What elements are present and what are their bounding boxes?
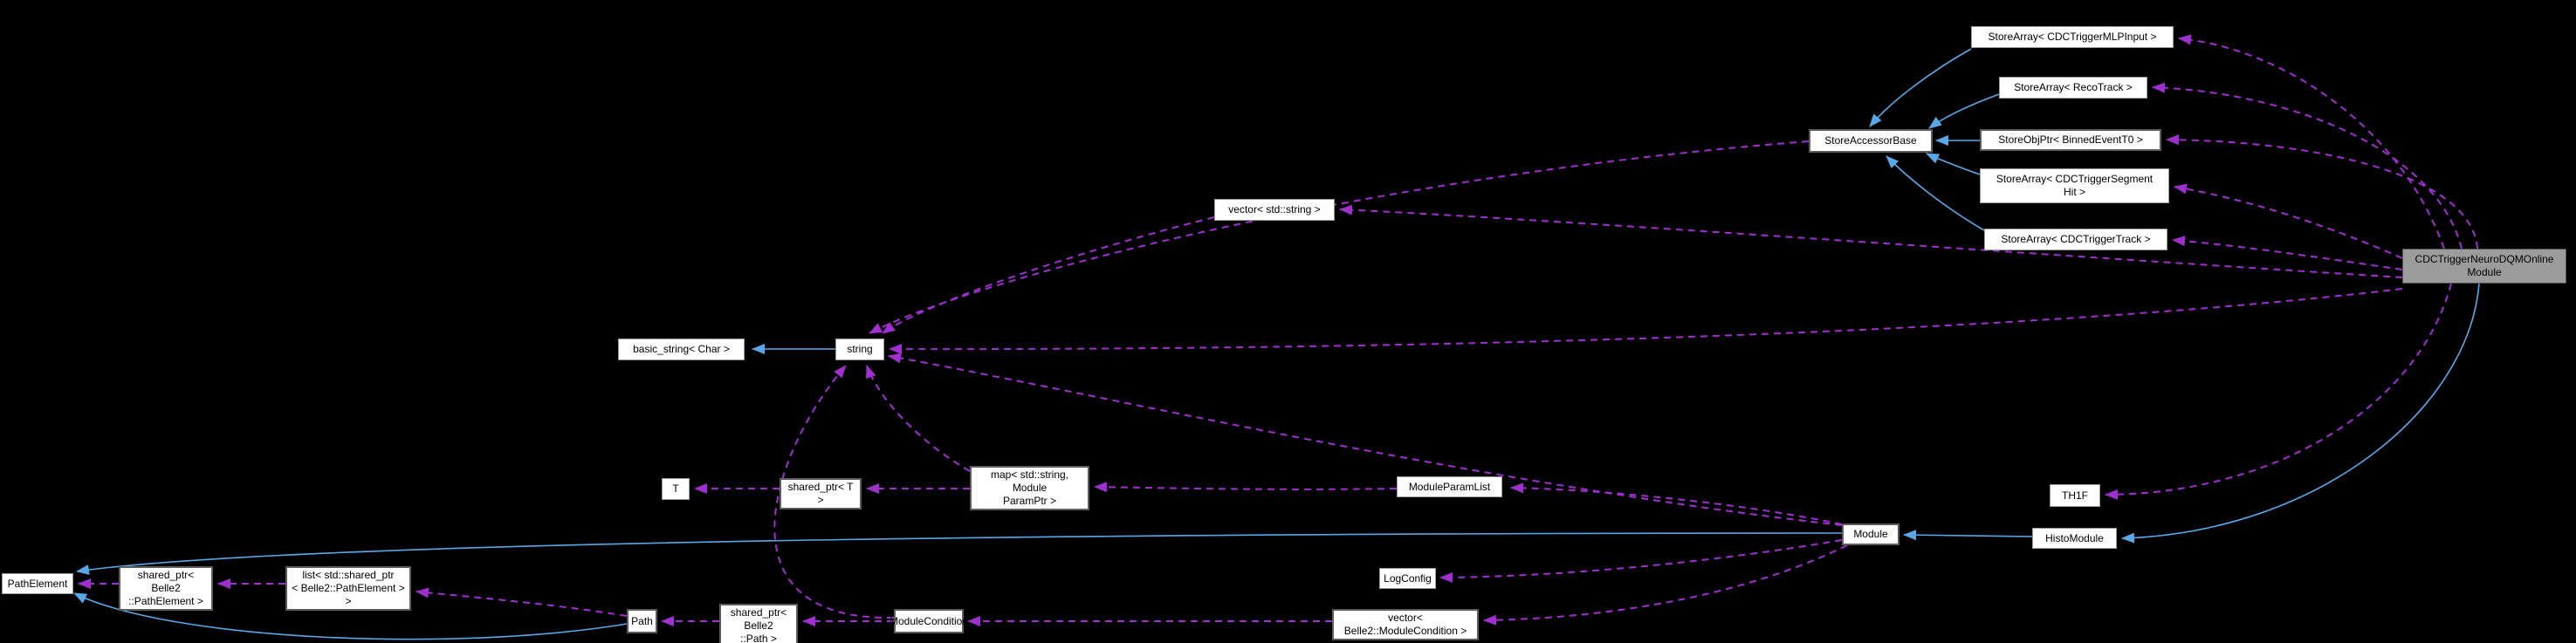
- node-th1f[interactable]: TH1F: [2050, 484, 2100, 507]
- node-storeobjptr-binnedeventt0[interactable]: StoreObjPtr< BinnedEventT0 >: [1980, 129, 2161, 151]
- node-t[interactable]: T: [662, 478, 690, 500]
- node-module[interactable]: Module: [1842, 523, 1899, 545]
- edge-main-to-string: [889, 288, 2403, 355]
- edge-histomodule-to-module: [1903, 530, 2033, 541]
- edge-mlpinput-to-storeaccessorbase: [1869, 48, 1972, 127]
- edge-module-to-pathelement: [76, 532, 1843, 575]
- node-histomodule[interactable]: HistoModule: [2032, 528, 2117, 549]
- node-basic-string-char[interactable]: basic_string< Char >: [618, 339, 745, 360]
- node-list-shared-ptr-pathelement[interactable]: list< std::shared_ptr < Belle2::PathElem…: [285, 566, 411, 611]
- node-modulecondition[interactable]: ModuleCondition: [890, 609, 968, 633]
- node-map-string-moduleparamptr[interactable]: map< std::string, Module ParamPtr >: [970, 466, 1089, 510]
- node-storearray-recotrack[interactable]: StoreArray< RecoTrack >: [1999, 77, 2147, 99]
- edge-moduleparamlist-to-map: [1094, 482, 1398, 493]
- edge-mainmodule-to-histomodule: [2121, 283, 2480, 544]
- node-string[interactable]: string: [835, 339, 884, 360]
- edge-triggertrack-to-storeaccessorbase: [1886, 155, 1985, 231]
- edge-main-to-segmenthit: [2174, 183, 2403, 259]
- edge-path-to-pathelement: [73, 592, 628, 640]
- node-storearray-cdctriggermlpinput[interactable]: StoreArray< CDCTriggerMLPInput >: [1971, 26, 2174, 48]
- node-storearray-cdctriggertrack[interactable]: StoreArray< CDCTriggerTrack >: [1984, 229, 2167, 250]
- edge-vectorstring-to-string: [882, 216, 1215, 334]
- edge-module-to-string: [888, 352, 1843, 526]
- edge-main-to-mlpinput: [2178, 34, 2445, 250]
- edge-main-to-triggertrack: [2172, 236, 2403, 270]
- edge-recotrack-to-storeaccessorbase: [1928, 93, 2000, 129]
- edge-main-to-vectorstring: [1339, 204, 2403, 278]
- node-shared-ptr-belle2-pathelement[interactable]: shared_ptr< Belle2 ::PathElement >: [119, 566, 213, 611]
- edge-module-to-logconfig: [1439, 539, 1843, 583]
- node-cdctriggerneurodqmonlinemodule: CDCTriggerNeuroDQMOnline Module: [2402, 249, 2566, 284]
- edge-modulecondition-to-string: [773, 365, 895, 619]
- edge-segmenthit-to-storeaccessorbase: [1926, 153, 1981, 175]
- edge-main-to-recotrack: [2152, 82, 2463, 250]
- node-pathelement[interactable]: PathElement: [2, 573, 73, 594]
- edge-main-to-th1f: [2105, 283, 2452, 500]
- node-vector-belle2-modulecondition[interactable]: vector< Belle2::ModuleCondition >: [1332, 609, 1479, 640]
- edge-main-to-storeobjptr: [2166, 134, 2478, 250]
- node-shared-ptr-belle2-path[interactable]: shared_ptr< Belle2 ::Path >: [719, 604, 798, 643]
- node-logconfig[interactable]: LogConfig: [1379, 568, 1436, 589]
- edge-storeaccessorbase-to-string: [869, 140, 1810, 334]
- node-storearray-cdctriggersegmenthit[interactable]: StoreArray< CDCTriggerSegment Hit >: [1980, 168, 2169, 203]
- edge-path-to-list: [416, 587, 628, 617]
- node-storeaccessorbase[interactable]: StoreAccessorBase: [1809, 129, 1933, 153]
- edge-module-to-vectormodulecondition: [1483, 544, 1848, 626]
- edge-map-to-string: [865, 365, 971, 472]
- edge-module-to-moduleparamlist: [1510, 482, 1843, 525]
- node-vector-std-string[interactable]: vector< std::string >: [1214, 199, 1335, 221]
- node-path[interactable]: Path: [627, 609, 657, 633]
- node-moduleparamlist[interactable]: ModuleParamList: [1397, 476, 1502, 497]
- node-shared-ptr-t[interactable]: shared_ptr< T >: [780, 478, 862, 510]
